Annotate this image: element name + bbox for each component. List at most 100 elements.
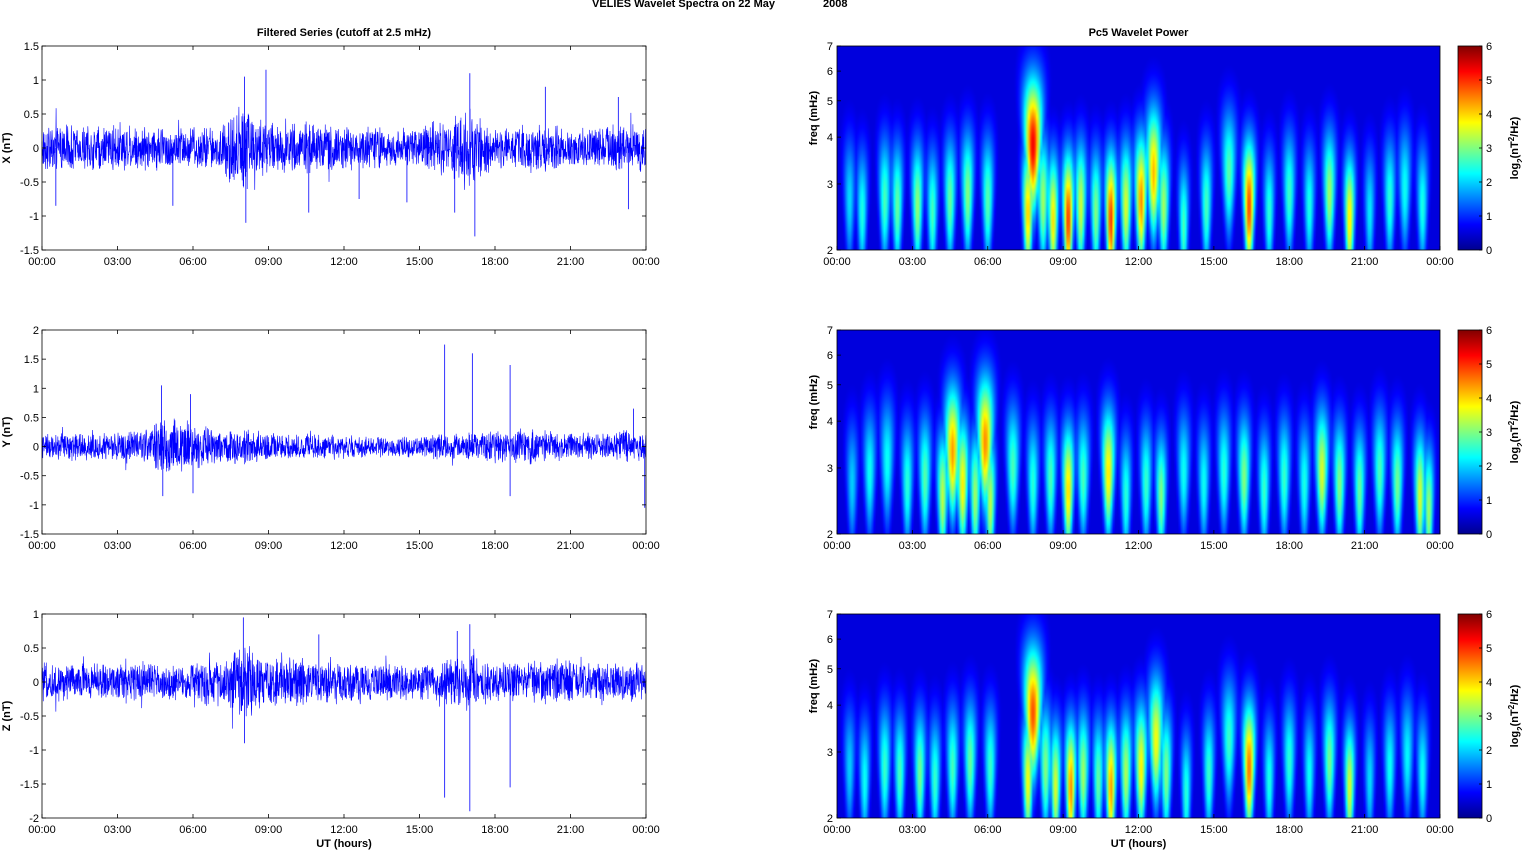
colorbar-tick-label: 3	[1486, 143, 1492, 155]
y-tick-label: 2	[33, 325, 39, 337]
x-tick-label: 21:00	[557, 540, 585, 552]
series-panel-3: -2 -1.5 -1 -0.5 0 0.5 1 00:00 03:00 06:00 09:00 12:…	[1, 609, 660, 850]
colorbar-label-part: /Hz)	[1509, 684, 1521, 705]
suptitle-year: 2008	[823, 0, 848, 10]
x-tick-label: 18:00	[481, 824, 509, 836]
x-tick-label: 18:00	[481, 540, 509, 552]
x-tick-label: 21:00	[1351, 540, 1379, 552]
colorbar-label-part: (nT	[1509, 141, 1521, 158]
y-tick-label: -0.5	[20, 471, 39, 483]
x-tick-label: 03:00	[104, 824, 132, 836]
x-tick-label: 15:00	[406, 540, 434, 552]
colorbar-tick-label: 6	[1486, 609, 1492, 621]
x-tick-label: 15:00	[406, 256, 434, 268]
y-tick-label: -1	[29, 500, 39, 512]
y-tick-label: -1.5	[20, 779, 39, 791]
x-tick-label: 03:00	[104, 256, 132, 268]
signal-line	[41, 418, 647, 472]
y-tick-label: 3	[827, 463, 833, 475]
y-tick-label: 7	[827, 609, 833, 621]
suptitle-main: VELIES Wavelet Spectra on 22 May	[592, 0, 775, 10]
series-panel-1: -1.5 -1 -0.5 0 0.5 1 1.5 00:00 03:00 06:00 09:00 12…	[1, 27, 660, 268]
colorbar-tick-label: 6	[1486, 325, 1492, 337]
x-tick-label: 09:00	[255, 256, 283, 268]
x-tick-label: 21:00	[557, 824, 585, 836]
colorbar-label-part: 2	[1516, 726, 1522, 731]
x-axis-label: UT (hours)	[316, 838, 372, 850]
x-tick-label: 21:00	[1351, 256, 1379, 268]
x-tick-label: 00:00	[1426, 824, 1454, 836]
colorbar-label-part: /Hz)	[1509, 116, 1521, 137]
x-tick-label: 12:00	[1125, 540, 1153, 552]
x-tick-label: 09:00	[1049, 256, 1077, 268]
colorbar-label-part: 2	[1507, 136, 1516, 141]
signal-line	[41, 106, 647, 190]
colorbar-label-part: 2	[1516, 158, 1522, 163]
x-tick-label: 12:00	[1125, 824, 1153, 836]
x-tick-label: 03:00	[899, 540, 927, 552]
colorbar-label-part: log	[1509, 163, 1521, 180]
x-tick-label: 00:00	[823, 256, 851, 268]
x-tick-label: 06:00	[974, 540, 1002, 552]
axes-frame	[41, 613, 647, 819]
x-tick-label: 06:00	[974, 824, 1002, 836]
colorbar-label-part: (nT	[1509, 709, 1521, 726]
x-tick-label: 06:00	[179, 824, 207, 836]
y-tick-label: 7	[827, 41, 833, 53]
x-tick-label: 00:00	[632, 540, 660, 552]
y-tick-label: 1	[33, 75, 39, 87]
colorbar-tick-label: 3	[1486, 427, 1492, 439]
y-tick-label: 4	[827, 132, 833, 144]
y-tick-label: 0.5	[24, 412, 39, 424]
colorbar-tick-label: 1	[1486, 495, 1492, 507]
y-tick-label: 6	[827, 350, 833, 362]
colorbar-label: log2(nT2/Hz)	[1507, 684, 1522, 747]
x-tick-label: 12:00	[1125, 256, 1153, 268]
y-tick-label: 0	[33, 442, 39, 454]
colorbar-label: log2(nT2/Hz)	[1507, 400, 1522, 463]
x-tick-label: 18:00	[1275, 540, 1303, 552]
x-tick-label: 03:00	[899, 824, 927, 836]
colorbar: 0123456log2(nT2/Hz)	[1457, 609, 1522, 825]
colorbar-tick-label: 2	[1486, 461, 1492, 473]
colorbar-tick-label: 5	[1486, 75, 1492, 87]
panel-title: Pc5 Wavelet Power	[1089, 27, 1190, 39]
figure-suptitle: VELIES Wavelet Spectra on 22 May 2008	[0, 0, 1522, 12]
wavelet-power-image	[837, 330, 1440, 534]
colorbar-tick-label: 4	[1486, 393, 1492, 405]
x-tick-label: 15:00	[1200, 256, 1228, 268]
panel-title: Filtered Series (cutoff at 2.5 mHz)	[257, 27, 432, 39]
x-tick-label: 06:00	[179, 540, 207, 552]
x-tick-label: 09:00	[255, 540, 283, 552]
wavelet-power-image	[837, 46, 1440, 250]
x-tick-label: 03:00	[899, 256, 927, 268]
colorbar-tick-label: 1	[1486, 211, 1492, 223]
x-tick-label: 18:00	[1275, 256, 1303, 268]
colorbar-tick-label: 4	[1486, 677, 1492, 689]
colorbar-tick-label: 0	[1486, 813, 1492, 825]
x-tick-label: 00:00	[1426, 256, 1454, 268]
colorbar-tick-label: 5	[1486, 643, 1492, 655]
y-tick-label: 1.5	[24, 41, 39, 53]
y-tick-label: 2	[827, 813, 833, 825]
colorbar-label-part: 2	[1507, 704, 1516, 709]
x-tick-label: 06:00	[179, 256, 207, 268]
y-axis-label: Z (nT)	[1, 700, 13, 731]
x-tick-label: 21:00	[557, 256, 585, 268]
axes-frame	[41, 329, 647, 535]
x-tick-label: 12:00	[330, 824, 358, 836]
y-tick-label: 4	[827, 416, 833, 428]
colorbar: 0123456log2(nT2/Hz)	[1457, 41, 1522, 257]
colorbar-tick-label: 3	[1486, 711, 1492, 723]
x-tick-label: 09:00	[1049, 824, 1077, 836]
x-tick-label: 18:00	[1275, 824, 1303, 836]
y-tick-label: -1	[29, 745, 39, 757]
y-tick-label: -1.5	[20, 245, 39, 257]
y-tick-label: 6	[827, 66, 833, 78]
colorbar-tick-label: 0	[1486, 529, 1492, 541]
colorbar-label-part: (nT	[1509, 425, 1521, 442]
colorbar-tick-label: 0	[1486, 245, 1492, 257]
y-tick-label: 3	[827, 179, 833, 191]
y-axis-label: Y (nT)	[1, 416, 13, 447]
